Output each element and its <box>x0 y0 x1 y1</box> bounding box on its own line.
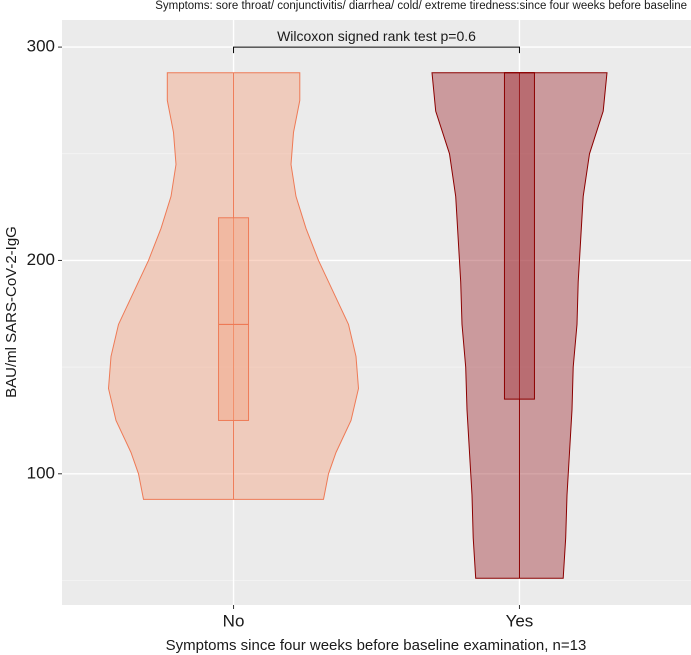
box <box>503 72 535 400</box>
x-tick-label: No <box>223 611 245 630</box>
x-axis-title: Symptoms since four weeks before baselin… <box>166 637 587 654</box>
plot-panel <box>62 20 691 605</box>
y-tick-label: 200 <box>27 250 55 269</box>
annotation: Wilcoxon signed rank test p=0.6 <box>277 28 476 44</box>
y-tick-label: 100 <box>27 463 55 482</box>
significance-bracket <box>233 46 520 54</box>
chart-title: Symptoms: sore throat/ conjunctivitis/ d… <box>155 0 687 12</box>
y-axis-title: BAU/ml SARS-CoV-2-IgG <box>3 226 20 398</box>
y-tick-label: 300 <box>27 37 55 56</box>
box <box>218 217 250 421</box>
x-tick-label: Yes <box>506 611 534 630</box>
plot-layer: 100 200 300 No Yes Wilcoxon signed rank test … <box>27 20 691 630</box>
